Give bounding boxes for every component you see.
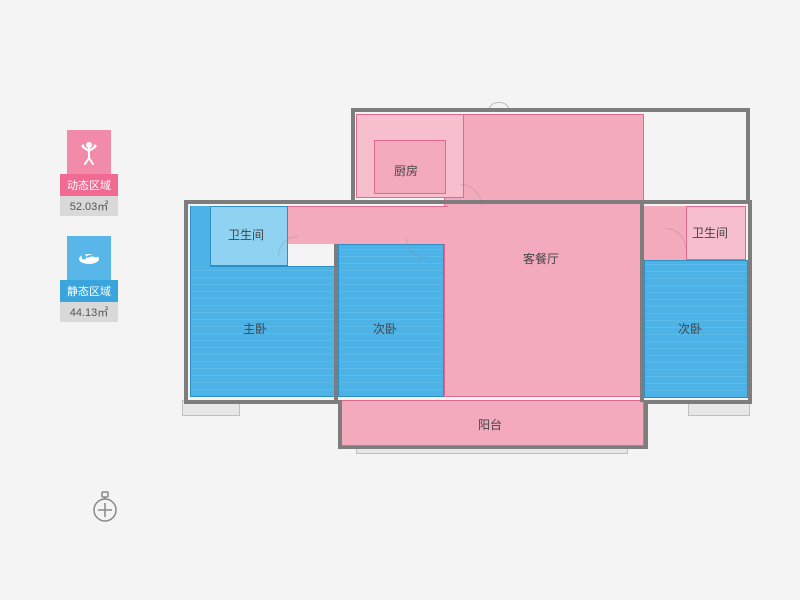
compass-icon (90, 490, 120, 520)
legend-dynamic-label: 动态区域 (60, 174, 118, 196)
legend-static-label: 静态区域 (60, 280, 118, 302)
label-master: 主卧 (243, 320, 267, 337)
wall-left (184, 200, 188, 404)
wall-top-main (184, 200, 752, 204)
master-ext (190, 206, 210, 268)
legend-dynamic-value: 52.03㎡ (60, 196, 118, 216)
wall-int-3 (640, 202, 644, 402)
legend-dynamic: 动态区域 52.03㎡ (60, 130, 118, 216)
label-bedroom3: 次卧 (678, 320, 702, 337)
wall-upper-right (746, 108, 750, 202)
label-bathroom1: 卫生间 (228, 226, 264, 243)
wall-balcony-b (338, 446, 648, 449)
wall-upper-top (351, 108, 749, 112)
wall-bottom-right (644, 400, 752, 404)
label-kitchen: 厨房 (394, 162, 418, 179)
label-balcony: 阳台 (478, 416, 502, 433)
legend-static: 静态区域 44.13㎡ (60, 236, 118, 322)
legend-static-value: 44.13㎡ (60, 302, 118, 322)
wall-balcony-l (338, 400, 342, 448)
wall-right (748, 200, 752, 404)
wall-balcony-r (644, 400, 648, 448)
label-living: 客餐厅 (523, 250, 559, 267)
wall-int-1 (334, 244, 338, 400)
bed-icon (67, 236, 111, 280)
wall-bottom-left (184, 400, 342, 404)
wall-upper-left (351, 108, 355, 202)
label-bedroom2: 次卧 (373, 320, 397, 337)
floorplan: 客餐厅 厨房 卫生间 卫生间 主卧 次卧 次卧 阳台 (188, 110, 752, 445)
people-icon (67, 130, 111, 174)
label-bathroom2: 卫生间 (692, 224, 728, 241)
legend: 动态区域 52.03㎡ 静态区域 44.13㎡ (60, 130, 118, 342)
